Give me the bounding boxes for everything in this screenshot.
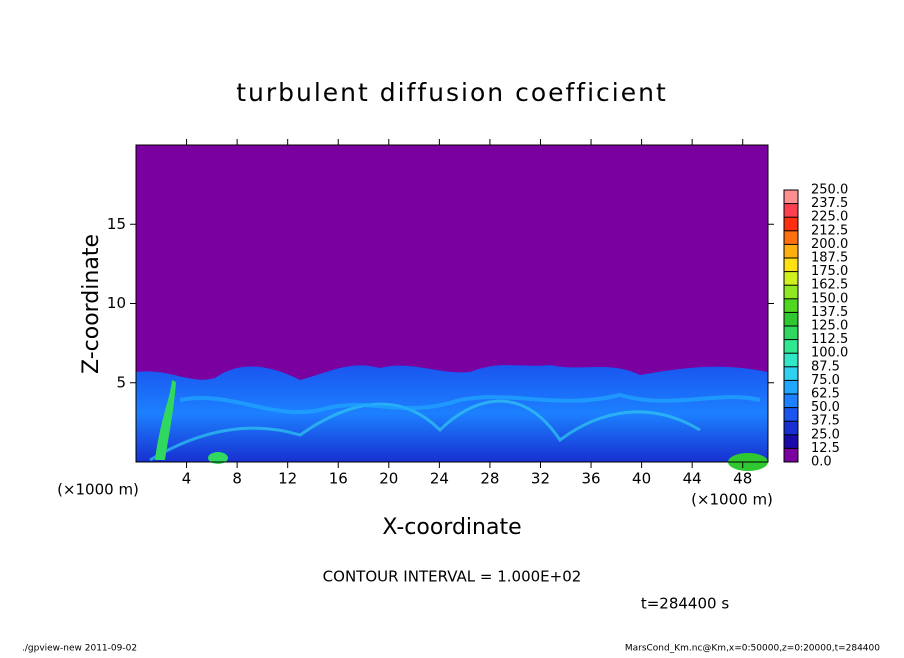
colorbar-label: 125.0 bbox=[811, 319, 848, 334]
colorbar-cell bbox=[784, 448, 798, 462]
colorbar-label: 87.5 bbox=[811, 359, 840, 374]
colorbar-cell bbox=[784, 258, 798, 272]
colorbar-cell bbox=[784, 326, 798, 340]
x-tick-label: 24 bbox=[430, 470, 449, 488]
colorbar-label: 225.0 bbox=[811, 210, 848, 225]
x-tick-label: 44 bbox=[683, 470, 702, 488]
colorbar-cell bbox=[784, 203, 798, 218]
x-tick-label: 8 bbox=[232, 470, 242, 488]
colorbar-label: 100.0 bbox=[811, 346, 848, 361]
y-tick-label: 10 bbox=[107, 294, 126, 312]
x-tick-label: 16 bbox=[329, 470, 348, 488]
colorbar-label: 200.0 bbox=[811, 237, 848, 252]
colorbar-cell bbox=[784, 244, 798, 258]
colorbar-label: 25.0 bbox=[811, 427, 840, 442]
colorbar-cell bbox=[784, 434, 798, 449]
colorbar-cell bbox=[784, 394, 798, 408]
colorbar-cell bbox=[784, 421, 798, 435]
contour-note: CONTOUR INTERVAL = 1.000E+02 bbox=[323, 568, 582, 586]
x-tick-label: 20 bbox=[379, 470, 398, 488]
colorbar-cell bbox=[784, 298, 798, 313]
chart-title: turbulent diffusion coefficient bbox=[236, 78, 668, 107]
colorbar-label: 250.0 bbox=[811, 183, 848, 198]
colorbar-cell bbox=[784, 217, 798, 231]
x-tick-label: 40 bbox=[632, 470, 651, 488]
colorbar-label: 0.0 bbox=[811, 455, 832, 470]
colorbar-label: 12.5 bbox=[811, 441, 840, 456]
x-tick-label: 4 bbox=[182, 470, 192, 488]
colorbar-cell bbox=[784, 339, 798, 354]
colorbar-label: 50.0 bbox=[811, 400, 840, 415]
colorbar-label: 150.0 bbox=[811, 291, 848, 306]
field bbox=[136, 145, 768, 471]
footer-right: MarsCond_Km.nc@Km,x=0:50000,z=0:20000,t=… bbox=[625, 644, 880, 654]
colorbar-cell bbox=[784, 380, 798, 394]
colorbar-label: 112.5 bbox=[811, 332, 848, 347]
x-tick-label: 12 bbox=[278, 470, 297, 488]
y-tick-label: 5 bbox=[116, 373, 126, 391]
x-unit: (×1000 m) bbox=[691, 491, 773, 509]
colorbar-label: 162.5 bbox=[811, 278, 848, 293]
x-axis-label: X-coordinate bbox=[382, 515, 521, 540]
colorbar-cell bbox=[784, 407, 798, 422]
colorbar-label: 237.5 bbox=[811, 196, 848, 211]
x-tick-label: 32 bbox=[531, 470, 550, 488]
y-axis-label: Z-coordinate bbox=[79, 234, 104, 374]
colorbar-cell bbox=[784, 285, 798, 299]
y-unit: (×1000 m) bbox=[57, 481, 139, 499]
x-tick-label: 48 bbox=[733, 470, 752, 488]
colorbar-cell bbox=[784, 312, 798, 326]
colorbar-cell bbox=[784, 271, 798, 286]
x-tick-label: 36 bbox=[581, 470, 600, 488]
colorbar-label: 187.5 bbox=[811, 251, 848, 266]
footer-left: ./gpview-new 2011-09-02 bbox=[22, 644, 137, 654]
colorbar-cell bbox=[784, 366, 798, 381]
colorbar-label: 75.0 bbox=[811, 373, 840, 388]
colorbar-label: 62.5 bbox=[811, 387, 840, 402]
colorbar-label: 37.5 bbox=[811, 414, 840, 429]
y-tick-label: 15 bbox=[107, 215, 126, 233]
colorbar-cell bbox=[784, 230, 798, 245]
colorbar-label: 175.0 bbox=[811, 264, 848, 279]
time-label: t=284400 s bbox=[641, 595, 729, 613]
colorbar-cell bbox=[784, 190, 798, 204]
colorbar-label: 212.5 bbox=[811, 223, 848, 238]
x-tick-label: 28 bbox=[480, 470, 499, 488]
colorbar-label: 137.5 bbox=[811, 305, 848, 320]
colorbar-cell bbox=[784, 353, 798, 367]
